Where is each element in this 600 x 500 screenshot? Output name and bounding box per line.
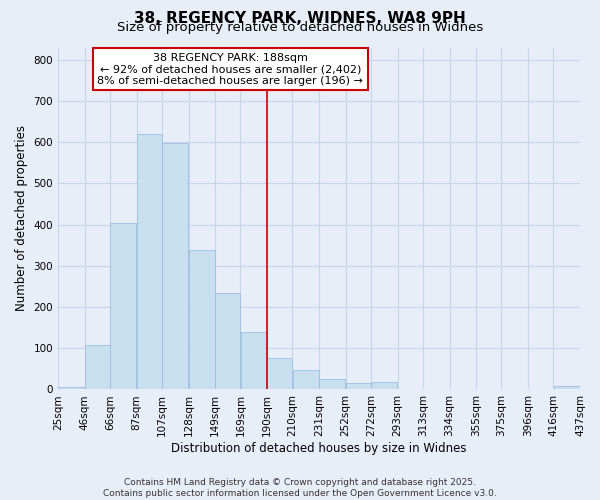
Bar: [189, 250, 215, 390]
Text: Contains HM Land Registry data © Crown copyright and database right 2025.
Contai: Contains HM Land Registry data © Crown c…: [103, 478, 497, 498]
Bar: [241, 332, 267, 390]
Bar: [371, 382, 397, 390]
Bar: [293, 370, 319, 390]
Y-axis label: Number of detached properties: Number of detached properties: [15, 126, 28, 312]
Bar: [346, 384, 371, 390]
Bar: [554, 386, 580, 390]
Bar: [58, 388, 85, 390]
Text: 38 REGENCY PARK: 188sqm
← 92% of detached houses are smaller (2,402)
8% of semi-: 38 REGENCY PARK: 188sqm ← 92% of detache…: [97, 52, 363, 86]
X-axis label: Distribution of detached houses by size in Widnes: Distribution of detached houses by size …: [171, 442, 467, 455]
Bar: [137, 134, 161, 390]
Bar: [215, 292, 240, 390]
Text: 38, REGENCY PARK, WIDNES, WA8 9PH: 38, REGENCY PARK, WIDNES, WA8 9PH: [134, 11, 466, 26]
Bar: [319, 379, 346, 390]
Bar: [85, 346, 110, 390]
Bar: [110, 224, 136, 390]
Text: Size of property relative to detached houses in Widnes: Size of property relative to detached ho…: [117, 21, 483, 34]
Bar: [162, 144, 188, 390]
Bar: [268, 358, 292, 390]
